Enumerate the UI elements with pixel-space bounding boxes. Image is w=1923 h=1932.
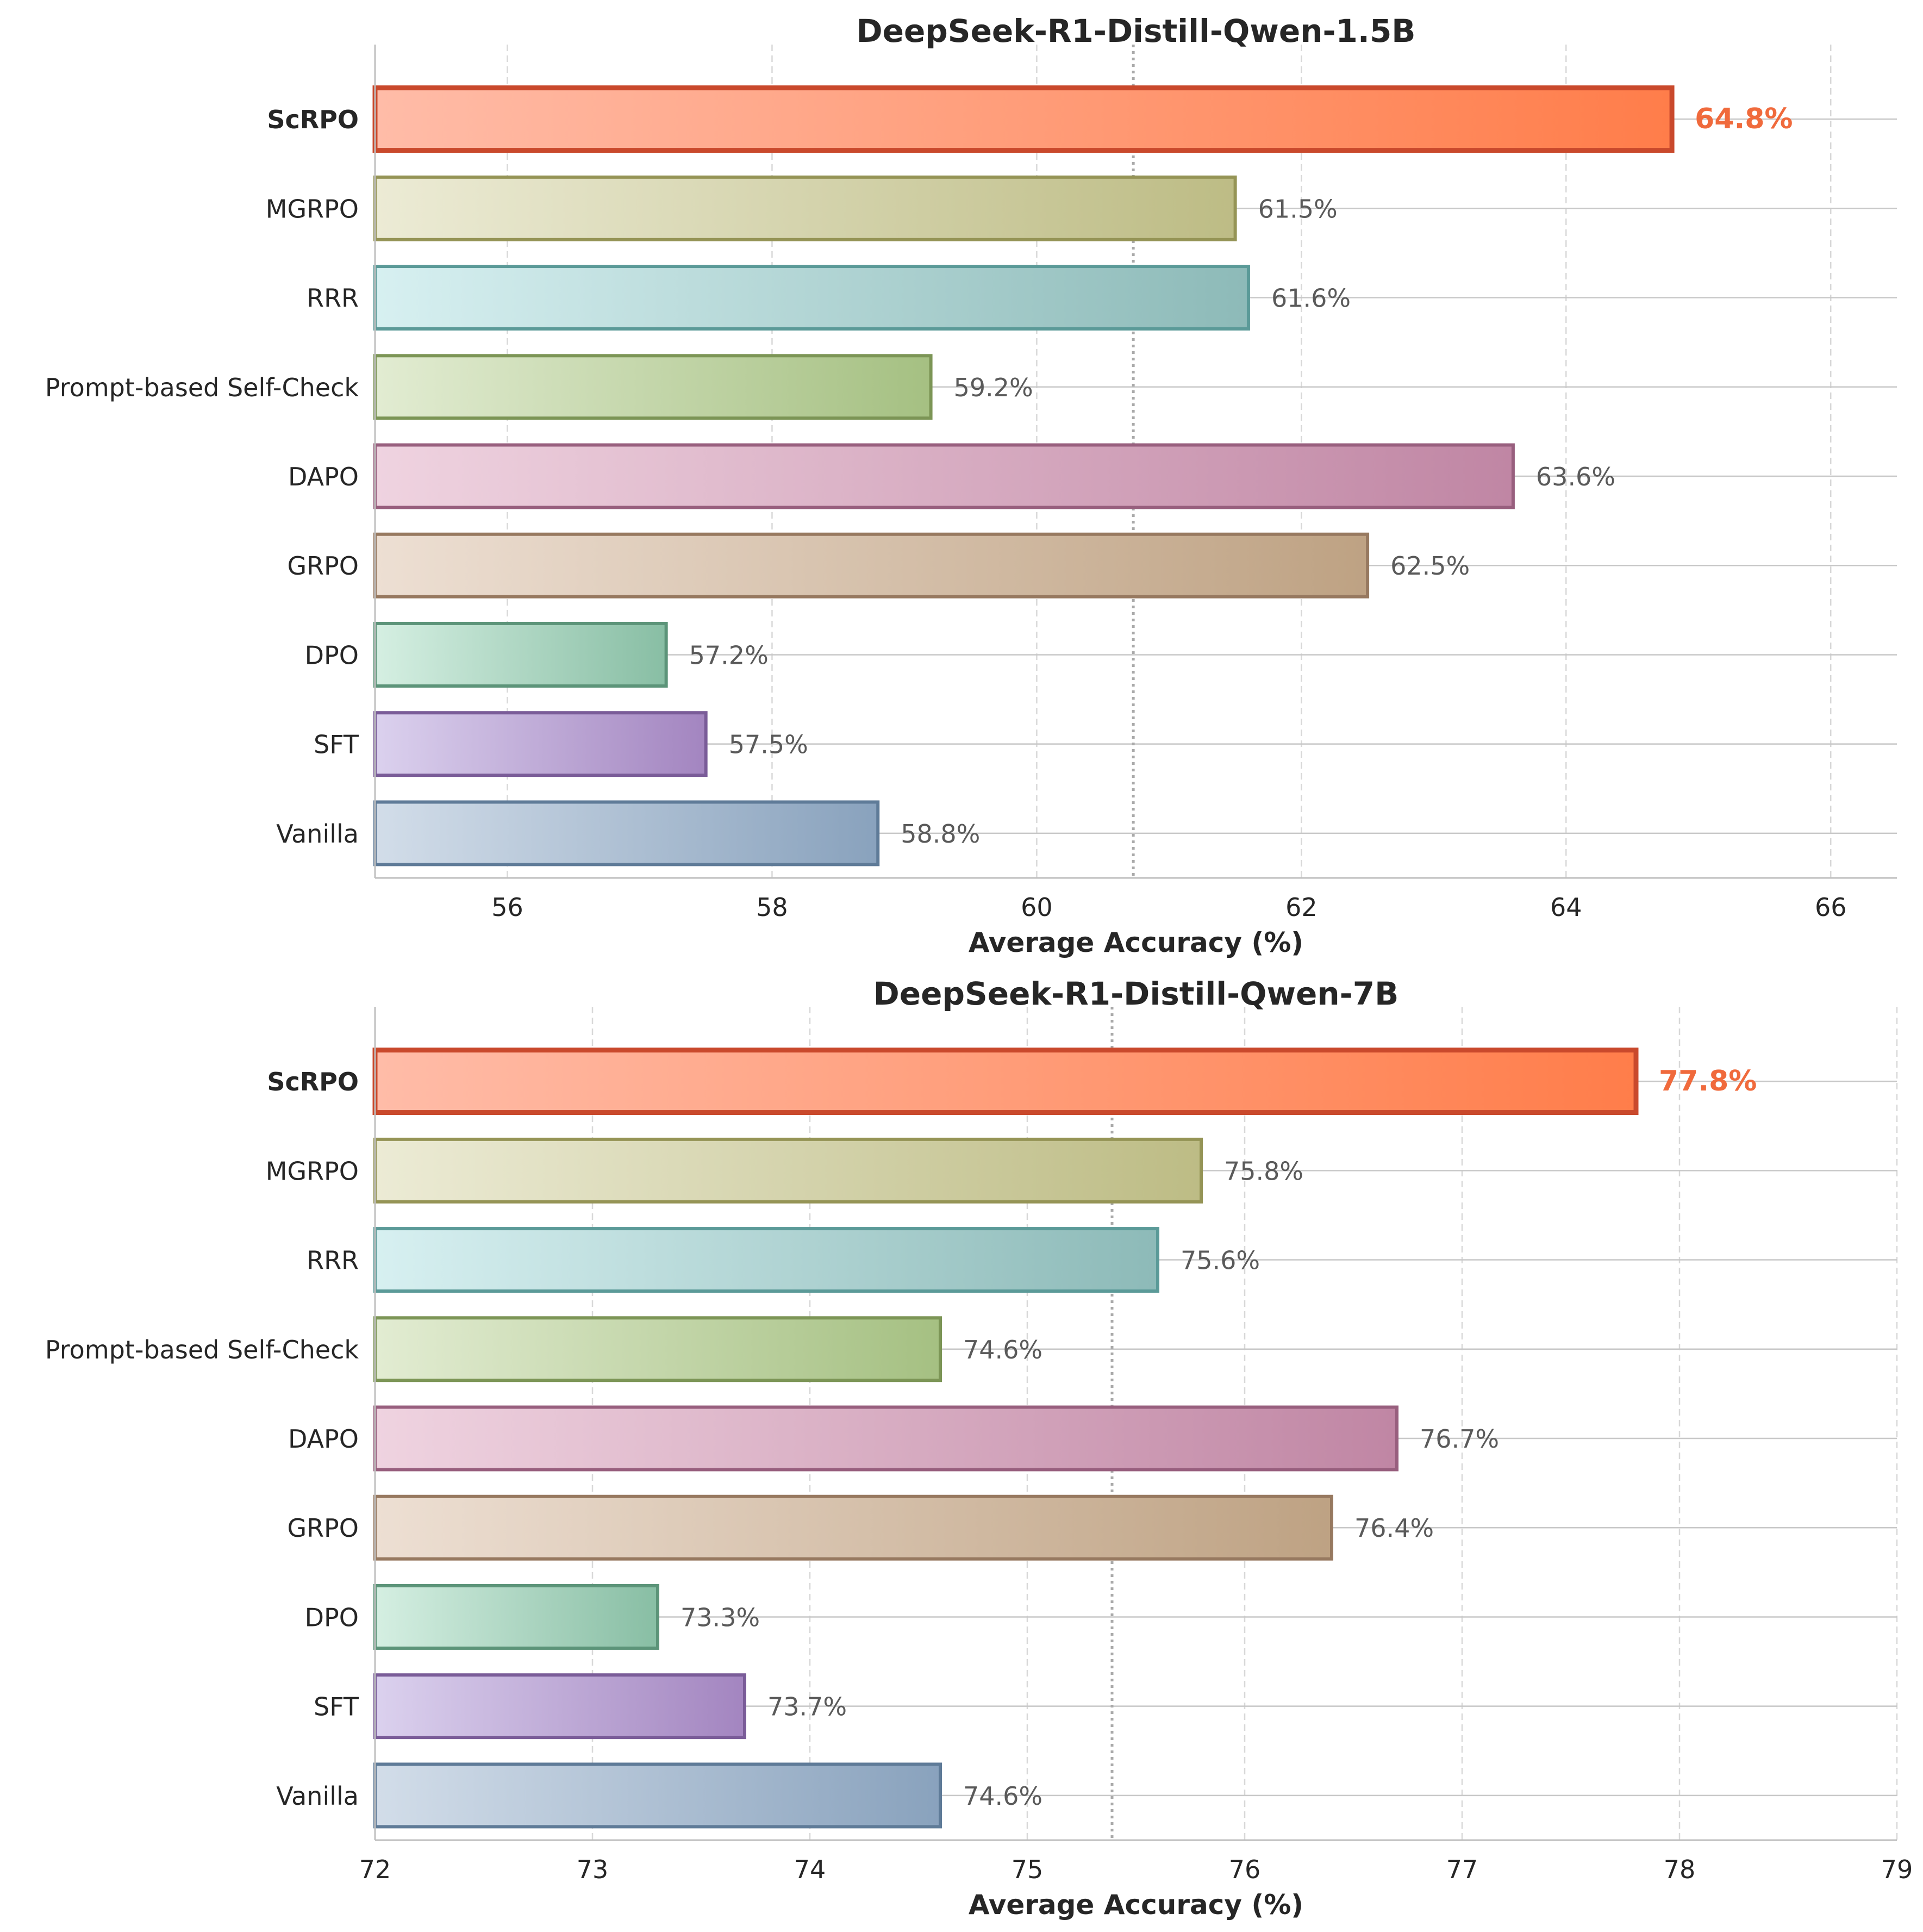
chart-panel-7b: DeepSeek-R1-Distill-Qwen-7B ScRPO 77.8% MGR… <box>45 975 1913 1921</box>
bar-dpo <box>373 1584 659 1650</box>
value-label-mgrpo: 75.8% <box>1224 1156 1303 1186</box>
chart-title: DeepSeek-R1-Distill-Qwen-7B <box>873 975 1399 1012</box>
bar-sft <box>373 1673 746 1740</box>
chart-title: DeepSeek-R1-Distill-Qwen-1.5B <box>856 13 1415 49</box>
category-label-grpo: GRPO <box>287 1513 359 1543</box>
value-label-sft: 57.5% <box>729 730 808 759</box>
category-label-grpo: GRPO <box>287 551 359 581</box>
value-label-scrpo: 77.8% <box>1659 1065 1757 1098</box>
value-label-rrr: 75.6% <box>1181 1246 1260 1275</box>
value-label-dpo: 57.2% <box>689 640 769 670</box>
category-label-scrpo: ScRPO <box>267 1067 359 1096</box>
value-label-vanilla: 74.6% <box>963 1781 1042 1811</box>
x-tick-label: 72 <box>359 1855 391 1884</box>
category-label-prompt-based-self-check: Prompt-based Self-Check <box>45 373 359 402</box>
bar-scrpo <box>372 85 1675 153</box>
category-label-prompt-based-self-check: Prompt-based Self-Check <box>45 1335 359 1364</box>
bar-vanilla <box>373 1762 942 1829</box>
bar-rrr <box>373 1227 1159 1293</box>
bar-prompt-based-self-check <box>373 1316 942 1382</box>
bar-prompt-based-self-check <box>373 354 933 420</box>
value-label-grpo: 62.5% <box>1390 551 1470 581</box>
category-label-scrpo: ScRPO <box>267 105 359 134</box>
category-label-dpo: DPO <box>305 640 359 670</box>
x-axis-label: Average Accuracy (%) <box>969 1889 1303 1921</box>
x-tick-label: 76 <box>1229 1855 1261 1884</box>
category-label-vanilla: Vanilla <box>276 1781 359 1811</box>
x-tick-label: 73 <box>577 1855 609 1884</box>
value-label-dpo: 73.3% <box>680 1603 760 1632</box>
category-label-dapo: DAPO <box>288 1424 359 1454</box>
x-tick-label: 58 <box>756 893 788 922</box>
value-label-grpo: 76.4% <box>1354 1513 1434 1543</box>
x-axis-label: Average Accuracy (%) <box>969 927 1303 958</box>
value-label-rrr: 61.6% <box>1271 284 1351 313</box>
bar-grpo <box>373 532 1370 599</box>
value-label-mgrpo: 61.5% <box>1258 194 1338 223</box>
x-tick-label: 77 <box>1446 1855 1478 1884</box>
bar-rrr <box>373 265 1250 331</box>
category-label-sft: SFT <box>314 1692 359 1722</box>
category-label-dpo: DPO <box>305 1603 359 1632</box>
category-label-mgrpo: MGRPO <box>266 194 359 223</box>
bar-scrpo <box>372 1048 1639 1115</box>
x-tick-label: 75 <box>1012 1855 1044 1884</box>
bar-dpo <box>373 621 668 688</box>
value-label-scrpo: 64.8% <box>1695 103 1793 135</box>
value-label-prompt-based-self-check: 74.6% <box>963 1335 1042 1364</box>
value-label-vanilla: 58.8% <box>901 819 980 849</box>
bar-mgrpo <box>373 1137 1203 1204</box>
category-label-mgrpo: MGRPO <box>266 1156 359 1186</box>
x-tick-label: 79 <box>1881 1855 1913 1884</box>
bar-dapo <box>373 443 1515 509</box>
bar-mgrpo <box>373 175 1237 241</box>
x-tick-label: 66 <box>1815 893 1847 922</box>
x-tick-label: 56 <box>491 893 523 922</box>
value-label-sft: 73.7% <box>767 1692 847 1722</box>
bar-vanilla <box>373 800 880 867</box>
category-label-dapo: DAPO <box>288 462 359 491</box>
chart-panel-1-5b: DeepSeek-R1-Distill-Qwen-1.5B ScRPO 64.8% M… <box>45 13 1897 958</box>
x-tick-label: 62 <box>1285 893 1318 922</box>
bar-grpo <box>373 1494 1333 1561</box>
value-label-prompt-based-self-check: 59.2% <box>954 373 1033 402</box>
x-tick-label: 64 <box>1550 893 1582 922</box>
x-tick-label: 74 <box>794 1855 826 1884</box>
category-label-vanilla: Vanilla <box>276 819 359 849</box>
value-label-dapo: 63.6% <box>1536 462 1615 491</box>
category-label-rrr: RRR <box>307 284 359 313</box>
x-tick-label: 78 <box>1664 1855 1696 1884</box>
category-label-rrr: RRR <box>307 1246 359 1275</box>
category-label-sft: SFT <box>314 730 359 759</box>
bar-dapo <box>373 1405 1398 1472</box>
x-tick-label: 60 <box>1021 893 1053 922</box>
value-label-dapo: 76.7% <box>1420 1424 1499 1454</box>
bar-sft <box>373 711 708 777</box>
